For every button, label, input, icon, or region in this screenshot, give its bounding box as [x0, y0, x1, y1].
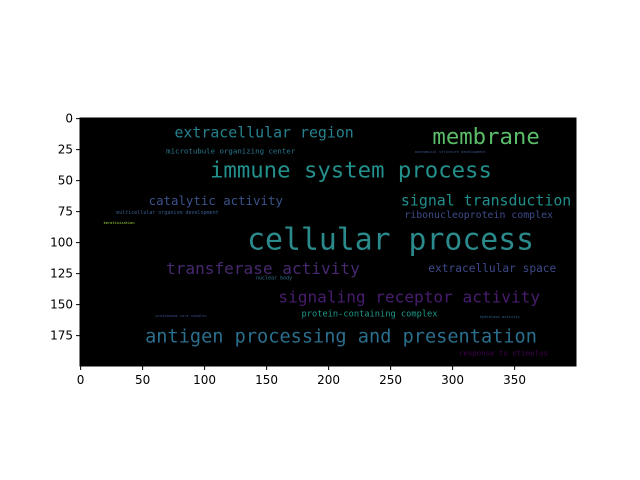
word-proteasome-core-complex: proteasome core complex [156, 314, 208, 318]
y-tick-label: 100 [50, 236, 73, 250]
x-tick-label: 0 [77, 373, 85, 387]
word-protein-containing-complex: protein-containing complex [302, 310, 438, 320]
word-transferase-activity: transferase activity [166, 259, 360, 278]
wordcloud-image-area [80, 118, 576, 366]
word-anatomical-structure-development: anatomical structure development [415, 150, 486, 154]
x-tick-label: 100 [193, 373, 216, 387]
word-antigen-processing-and-presentation: antigen processing and presentation [145, 326, 537, 347]
word-keratinization: keratinization [104, 221, 135, 225]
axes-frame [79, 117, 577, 367]
word-microtubule-organizing-center: microtubule organizing center [166, 146, 296, 155]
x-tick-label: 250 [379, 373, 402, 387]
word-response-to-stimulus: response to stimulus [459, 348, 548, 357]
x-tick-label: 200 [317, 373, 340, 387]
word-multicellular-organism-development: multicellular organism development [116, 210, 218, 216]
x-tick-label: 300 [441, 373, 464, 387]
y-tick-label: 125 [50, 267, 73, 281]
x-axis: 0 50 100 150 200 250 300 350 [77, 366, 526, 387]
y-tick-label: 0 [65, 112, 73, 126]
x-tick-label: 150 [255, 373, 278, 387]
word-signaling-receptor-activity: signaling receptor activity [278, 288, 540, 307]
x-tick-label: 50 [135, 373, 150, 387]
word-cellular-process: cellular process [247, 223, 534, 258]
word-ribonucleoprotein-complex: ribonucleoprotein complex [404, 210, 553, 221]
y-tick-label: 75 [58, 205, 73, 219]
word-hydrolase-activity: hydrolase activity [480, 315, 521, 319]
wordcloud-words: cellular process membrane immune system pr… [104, 123, 572, 357]
y-tick-label: 150 [50, 298, 73, 312]
word-signal-transduction: signal transduction [401, 191, 571, 209]
word-nuclear-body: nuclear body [256, 276, 292, 282]
y-axis: 0 25 50 75 100 125 150 175 [50, 112, 80, 343]
y-tick-label: 50 [58, 174, 73, 188]
x-tick-label: 350 [503, 373, 526, 387]
y-tick-label: 175 [50, 329, 73, 343]
y-tick-label: 25 [58, 143, 73, 157]
word-catalytic-activity: catalytic activity [149, 193, 283, 208]
word-extracellular-space: extracellular space [428, 262, 556, 275]
word-extracellular-region: extracellular region [174, 123, 353, 141]
word-immune-system-process: immune system process [210, 158, 492, 184]
word-membrane: membrane [432, 124, 539, 150]
